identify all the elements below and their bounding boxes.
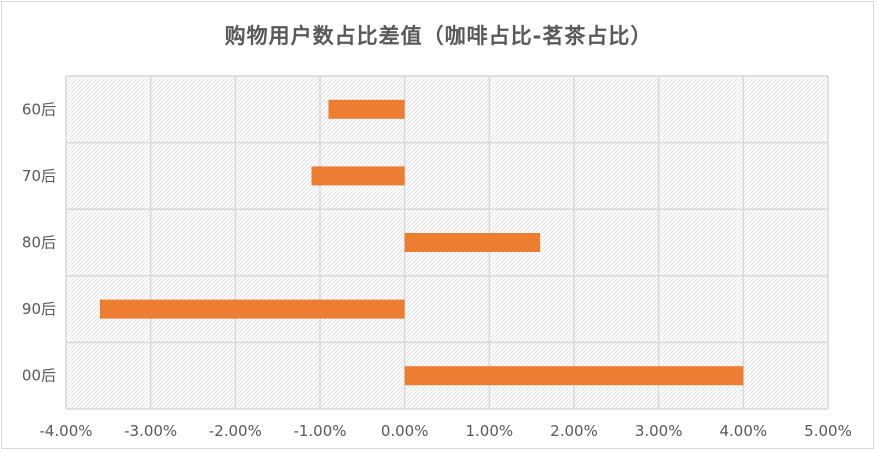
x-axis-labels: -4.00% -3.00% -2.00% -1.00% 0.00% 1.00% 2.00% 3… xyxy=(39,422,851,440)
x-tick-label: -2.00% xyxy=(209,422,262,440)
x-tick-label: 5.00% xyxy=(804,422,852,440)
bar-00后 xyxy=(404,366,744,386)
x-tick-label: -4.00% xyxy=(39,422,92,440)
x-tick-label: 4.00% xyxy=(720,422,768,440)
bar-70后 xyxy=(311,166,405,186)
bars xyxy=(99,99,744,386)
category-label: 90后 xyxy=(22,300,56,318)
category-label: 70后 xyxy=(22,167,56,185)
category-label: 80后 xyxy=(22,234,56,252)
x-tick-label: 2.00% xyxy=(550,422,598,440)
x-tick-label: -3.00% xyxy=(124,422,177,440)
x-tick-label: 3.00% xyxy=(635,422,683,440)
gridlines xyxy=(65,75,829,410)
x-tick-label: 0.00% xyxy=(381,422,429,440)
category-label: 00后 xyxy=(22,367,56,385)
bar-60后 xyxy=(328,99,405,119)
chart-title: 购物用户数占比差值（咖啡占比-茗茶占比） xyxy=(224,24,653,48)
category-label: 60后 xyxy=(22,100,56,118)
bar-90后 xyxy=(99,299,405,319)
x-tick-label: 1.00% xyxy=(466,422,514,440)
y-axis-labels: 60后 70后 80后 90后 00后 xyxy=(22,100,56,384)
x-tick-label: -1.00% xyxy=(293,422,346,440)
bar-80后 xyxy=(404,233,541,252)
